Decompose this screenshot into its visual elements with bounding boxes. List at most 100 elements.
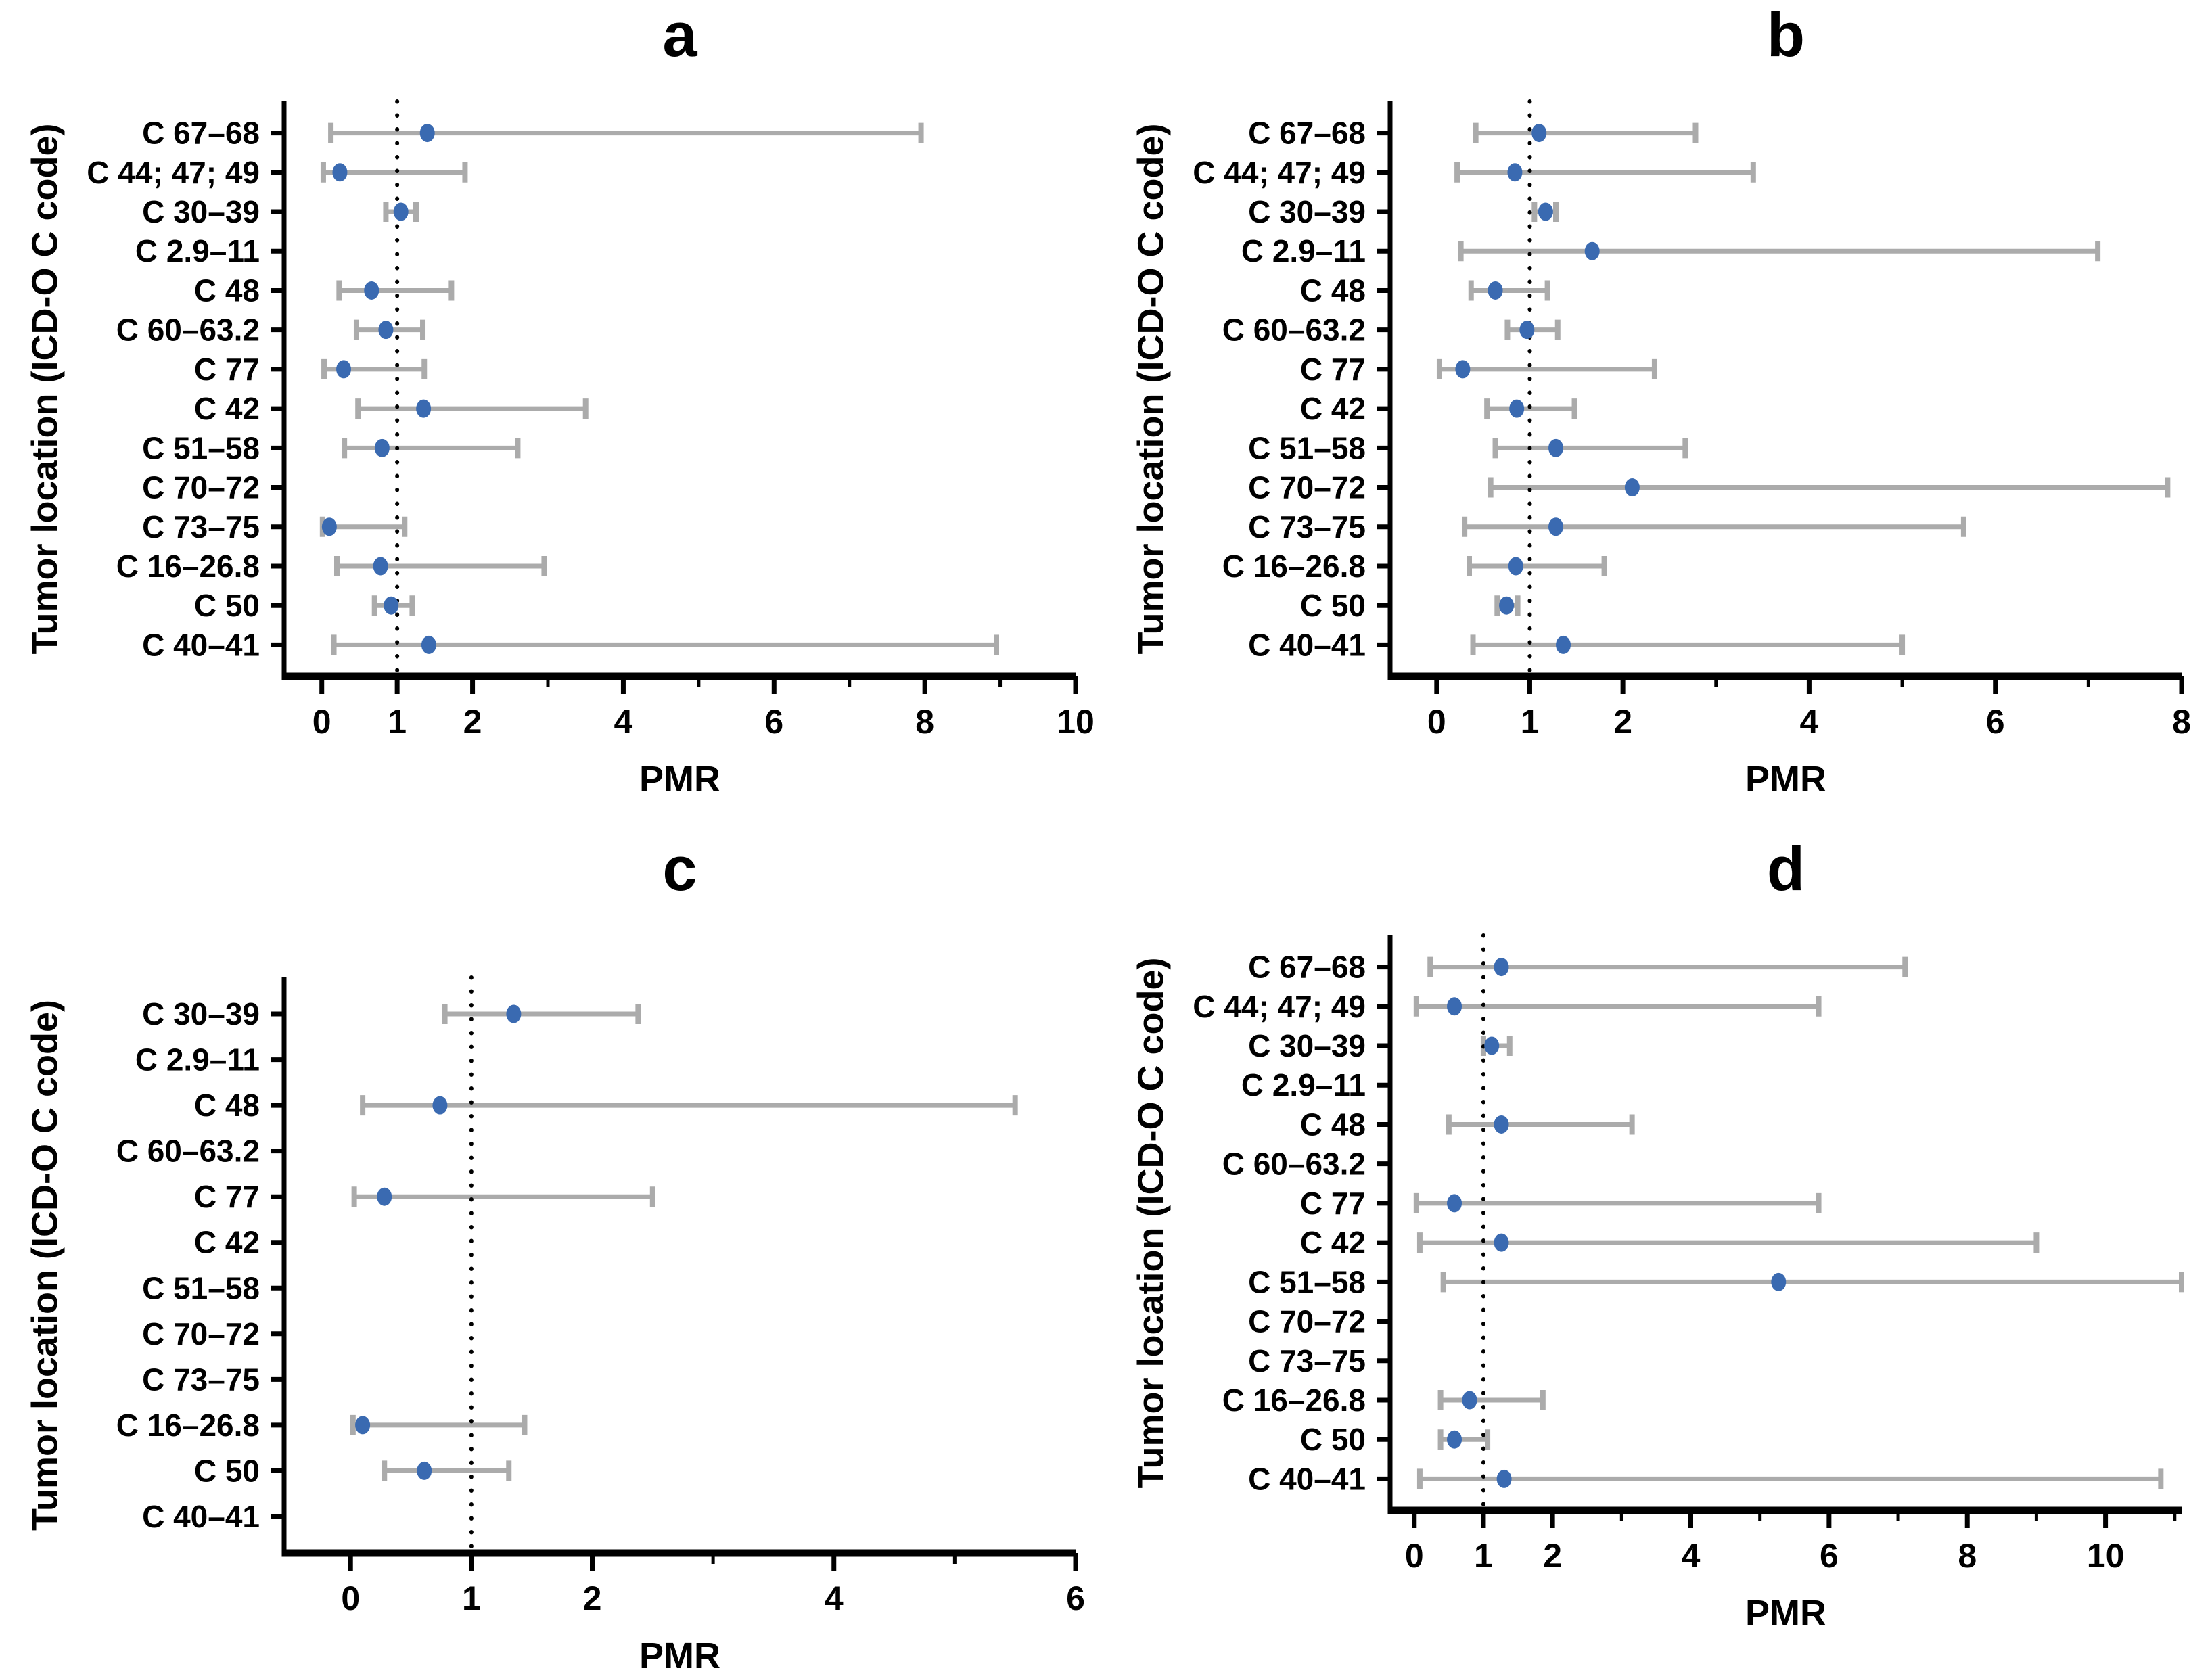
x-tick-label: 1 — [1521, 703, 1540, 741]
data-point — [1447, 1194, 1462, 1213]
y-tick-label: C 2.9–11 — [1241, 233, 1366, 269]
y-tick-label: C 77 — [194, 352, 260, 387]
y-tick-label: C 16–26.8 — [116, 549, 260, 584]
panel-d: d Tumor location (ICD-O C code) C 67–68 C … — [1106, 834, 2212, 1668]
x-tick-label: 10 — [2087, 1537, 2125, 1575]
y-tick-label: C 51–58 — [1248, 1264, 1366, 1299]
y-tick-label: C 60–63.2 — [1222, 1146, 1366, 1182]
panel-c-plot: Tumor location (ICD-O C code) C 30–39 C 2.… — [24, 975, 1085, 1668]
data-point — [1584, 241, 1600, 260]
y-axis-title: Tumor location (ICD-O C code) — [24, 124, 65, 655]
y-tick-label: C 48 — [194, 273, 260, 308]
y-tick-label: C 50 — [194, 1453, 260, 1488]
y-tick-label: C 67–68 — [142, 116, 260, 151]
x-tick-label: 0 — [313, 703, 331, 741]
panel-c-title: c — [662, 835, 697, 904]
y-tick-label: C 73–75 — [1248, 509, 1366, 545]
data-point — [384, 596, 399, 615]
data-point — [421, 635, 436, 654]
x-tick-label: 6 — [1986, 703, 2005, 741]
x-tick-label: 6 — [764, 703, 783, 741]
y-tick-label: C 42 — [194, 391, 260, 426]
y-tick-label: C 73–75 — [1248, 1343, 1366, 1379]
data-point — [1496, 1469, 1512, 1488]
y-tick-label: C 73–75 — [142, 509, 260, 545]
x-tick-label: 4 — [825, 1579, 844, 1617]
x-tick-label: 2 — [1613, 703, 1632, 741]
x-tick-label: 0 — [1405, 1537, 1424, 1575]
data-point — [1519, 321, 1535, 340]
y-tick-label: C 77 — [194, 1179, 260, 1214]
y-tick-label: C 60–63.2 — [116, 1134, 260, 1169]
y-tick-label: C 30–39 — [1248, 1028, 1366, 1063]
x-tick-label: 2 — [463, 703, 482, 741]
data-point — [1462, 1391, 1477, 1410]
y-tick-label: C 70–72 — [142, 470, 260, 505]
panel-a-title: a — [662, 1, 697, 70]
data-point — [355, 1416, 371, 1435]
data-point — [1548, 517, 1564, 536]
y-tick-label: C 42 — [194, 1225, 260, 1260]
y-tick-label: C 44; 47; 49 — [1193, 989, 1366, 1024]
x-tick-label: 8 — [915, 703, 934, 741]
panel-c: c Tumor location (ICD-O C code) C 30–39 C … — [0, 834, 1106, 1668]
y-tick-label: C 70–72 — [1248, 1304, 1366, 1339]
y-tick-label: C 67–68 — [1248, 116, 1366, 151]
x-axis-title: PMR — [1745, 759, 1826, 800]
y-tick-label: C 44; 47; 49 — [87, 155, 260, 190]
y-tick-label: C 67–68 — [1248, 950, 1366, 985]
y-tick-label: C 48 — [1300, 1107, 1366, 1142]
data-point — [1531, 124, 1547, 143]
y-tick-label: C 70–72 — [1248, 470, 1366, 505]
data-point — [377, 1187, 392, 1206]
panel-a-plot: Tumor location (ICD-O C code) C 67–68 C 44… — [24, 99, 1095, 800]
x-tick-label: 1 — [388, 703, 407, 741]
data-point — [364, 281, 379, 300]
data-point — [332, 163, 348, 182]
data-point — [416, 399, 432, 418]
y-axis-title: Tumor location (ICD-O C code) — [1130, 124, 1171, 655]
x-axis-title: PMR — [639, 1636, 720, 1668]
data-point — [417, 1461, 432, 1480]
data-point — [374, 438, 390, 457]
panel-d-title: d — [1766, 835, 1805, 904]
data-point — [321, 517, 337, 536]
y-tick-label: C 30–39 — [142, 996, 260, 1032]
data-point — [1548, 438, 1564, 457]
panel-b-title: b — [1766, 1, 1805, 70]
y-tick-label: C 30–39 — [1248, 194, 1366, 229]
y-tick-label: C 77 — [1300, 1186, 1366, 1221]
y-axis-title: Tumor location (ICD-O C code) — [24, 1000, 65, 1531]
y-tick-label: C 77 — [1300, 352, 1366, 387]
data-point — [1488, 281, 1503, 300]
y-axis-title: Tumor location (ICD-O C code) — [1130, 958, 1171, 1489]
y-tick-label: C 50 — [194, 588, 260, 623]
data-point — [1509, 399, 1525, 418]
y-tick-label: C 40–41 — [142, 1499, 260, 1534]
data-point — [1556, 635, 1571, 654]
y-tick-label: C 16–26.8 — [1222, 1383, 1366, 1418]
x-tick-label: 6 — [1066, 1579, 1085, 1617]
data-point — [336, 360, 352, 379]
y-tick-label: C 2.9–11 — [135, 233, 260, 269]
y-tick-label: C 2.9–11 — [135, 1042, 260, 1078]
y-tick-label: C 40–41 — [142, 627, 260, 662]
data-point — [1447, 997, 1462, 1016]
panel-b-plot: Tumor location (ICD-O C code) C 67–68 C 44… — [1130, 99, 2191, 800]
y-tick-label: C 50 — [1300, 588, 1366, 623]
x-tick-label: 6 — [1820, 1537, 1839, 1575]
x-tick-label: 4 — [614, 703, 633, 741]
data-point — [432, 1096, 448, 1115]
data-point — [1507, 163, 1523, 182]
data-point — [1508, 557, 1523, 576]
data-point — [1494, 1233, 1509, 1252]
y-tick-label: C 30–39 — [142, 194, 260, 229]
x-tick-label: 0 — [341, 1579, 360, 1617]
data-point — [378, 321, 394, 340]
y-tick-label: C 48 — [194, 1088, 260, 1123]
data-point — [1499, 596, 1515, 615]
x-tick-label: 4 — [1682, 1537, 1701, 1575]
y-tick-label: C 44; 47; 49 — [1193, 155, 1366, 190]
panel-a: a Tumor location (ICD-O C code) C 67–68 C … — [0, 0, 1106, 834]
